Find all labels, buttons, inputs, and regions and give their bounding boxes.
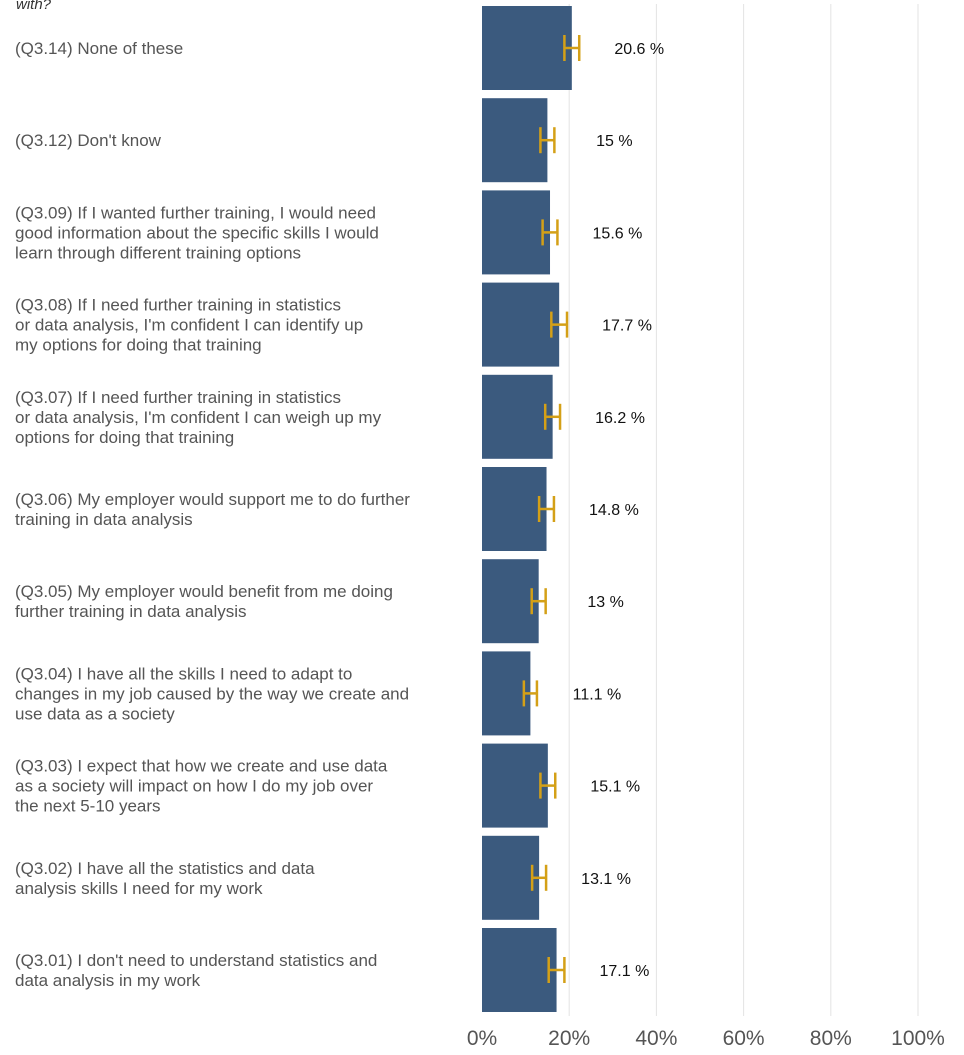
error-bar [530,588,547,615]
bar [482,6,572,90]
error-bar [539,772,557,799]
data-label: 13.1 % [581,871,631,888]
data-label: 11.1 % [573,686,622,703]
bar [482,98,548,183]
error-bar [563,35,581,61]
category-label: (Q3.02) I have all the statistics and da… [15,859,315,898]
error-bar [522,680,539,707]
error-bar [547,957,566,983]
bar [482,928,557,1012]
category-label: (Q3.14) None of these [15,39,183,58]
x-tick-label: 0% [467,1027,497,1050]
x-tick-label: 60% [723,1027,765,1050]
category-label: (Q3.07) If I need further training in st… [15,388,382,447]
bar [482,190,551,275]
category-label: (Q3.06) My employer would support me to … [15,490,410,529]
bar [482,559,539,644]
bar [482,743,548,828]
bar [482,835,540,920]
error-bar [550,311,569,338]
category-label: (Q3.03) I expect that how we create and … [15,757,388,816]
data-label: 14.8 % [589,502,639,519]
x-tick-label: 80% [810,1027,852,1050]
x-tick-label: 20% [548,1027,590,1050]
error-bar [541,219,559,246]
bar [482,467,547,551]
category-label: (Q3.04) I have all the skills I need to … [15,664,409,723]
x-tick-label: 40% [635,1027,677,1050]
category-label: (Q3.08) If I need further training in st… [15,296,363,355]
data-label: 17.7 % [602,318,652,335]
data-label: 15.6 % [593,225,643,242]
error-bar [530,864,548,891]
data-label: 15.1 % [590,779,640,796]
bar [482,651,531,736]
data-label: 13 % [587,594,623,611]
data-label: 16.2 % [595,410,645,427]
category-label: (Q3.09) If I wanted further training, I … [15,203,379,262]
chart-title: with? [16,0,52,13]
x-tick-label: 100% [891,1027,945,1050]
data-label: 15 % [596,133,632,150]
category-label: (Q3.01) I don't need to understand stati… [15,951,377,990]
bar [482,374,553,459]
error-bar [537,496,556,522]
error-bar [539,127,556,154]
bar [482,282,560,367]
data-label: 20.6 % [614,41,664,58]
error-bar [543,403,562,430]
category-label: (Q3.12) Don't know [15,131,162,150]
category-label: (Q3.05) My employer would benefit from m… [15,582,393,621]
data-label: 17.1 % [599,963,649,980]
